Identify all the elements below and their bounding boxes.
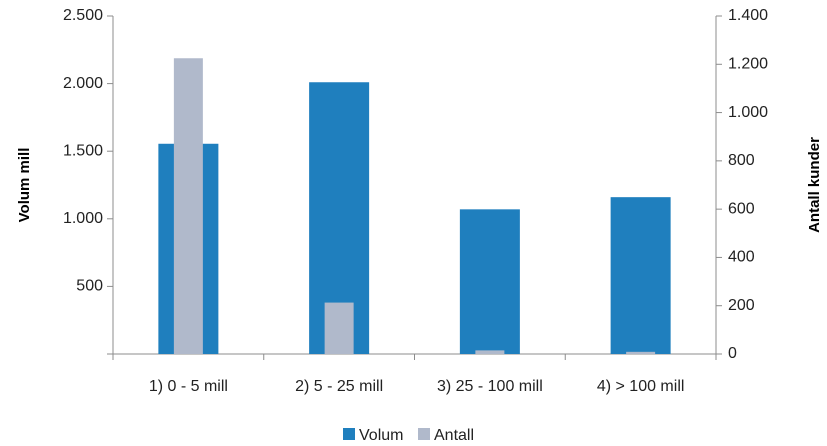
legend: Volum Antall [343,427,474,444]
y-left-tick-label: 2.500 [63,7,103,24]
y-right-tick-label: 1.400 [728,7,768,24]
bars [158,58,671,355]
legend-swatch [418,428,430,440]
y-left-axis-title: Volum mill [16,148,33,223]
y-left-tick-label: 1.000 [63,210,103,227]
y-right-tick-label: 1.000 [728,104,768,121]
x-category-label: 1) 0 - 5 mill [149,378,228,395]
y-left-tick-label: 2.000 [63,75,103,92]
bar-volum [459,209,520,354]
y-right-tick-label: 400 [728,249,755,266]
x-category-label: 2) 5 - 25 mill [295,378,383,395]
legend-label: Antall [434,427,474,444]
y-right-axis-title: Antall kunder [806,137,823,233]
y-left-tick-label: 1.500 [63,142,103,159]
bar-antall [626,351,656,354]
bar-volum [610,197,671,354]
legend-label: Volum [359,427,403,444]
y-right-tick-label: 1.200 [728,56,768,73]
bar-antall [475,350,505,354]
y-right-tick-label: 0 [728,345,737,362]
bar-antall [173,58,203,354]
x-category-label: 3) 25 - 100 mill [437,378,543,395]
x-category-label: 4) > 100 mill [597,378,685,395]
tick-labels: 500 1.000 1.500 2.000 2.500 0 200 400 600 800 1.00… [63,7,768,395]
bar-antall [324,302,354,354]
legend-swatch [343,428,355,440]
y-right-tick-label: 200 [728,297,755,314]
y-right-tick-label: 800 [728,152,755,169]
y-right-tick-label: 600 [728,200,755,217]
y-left-tick-label: 500 [76,278,103,295]
